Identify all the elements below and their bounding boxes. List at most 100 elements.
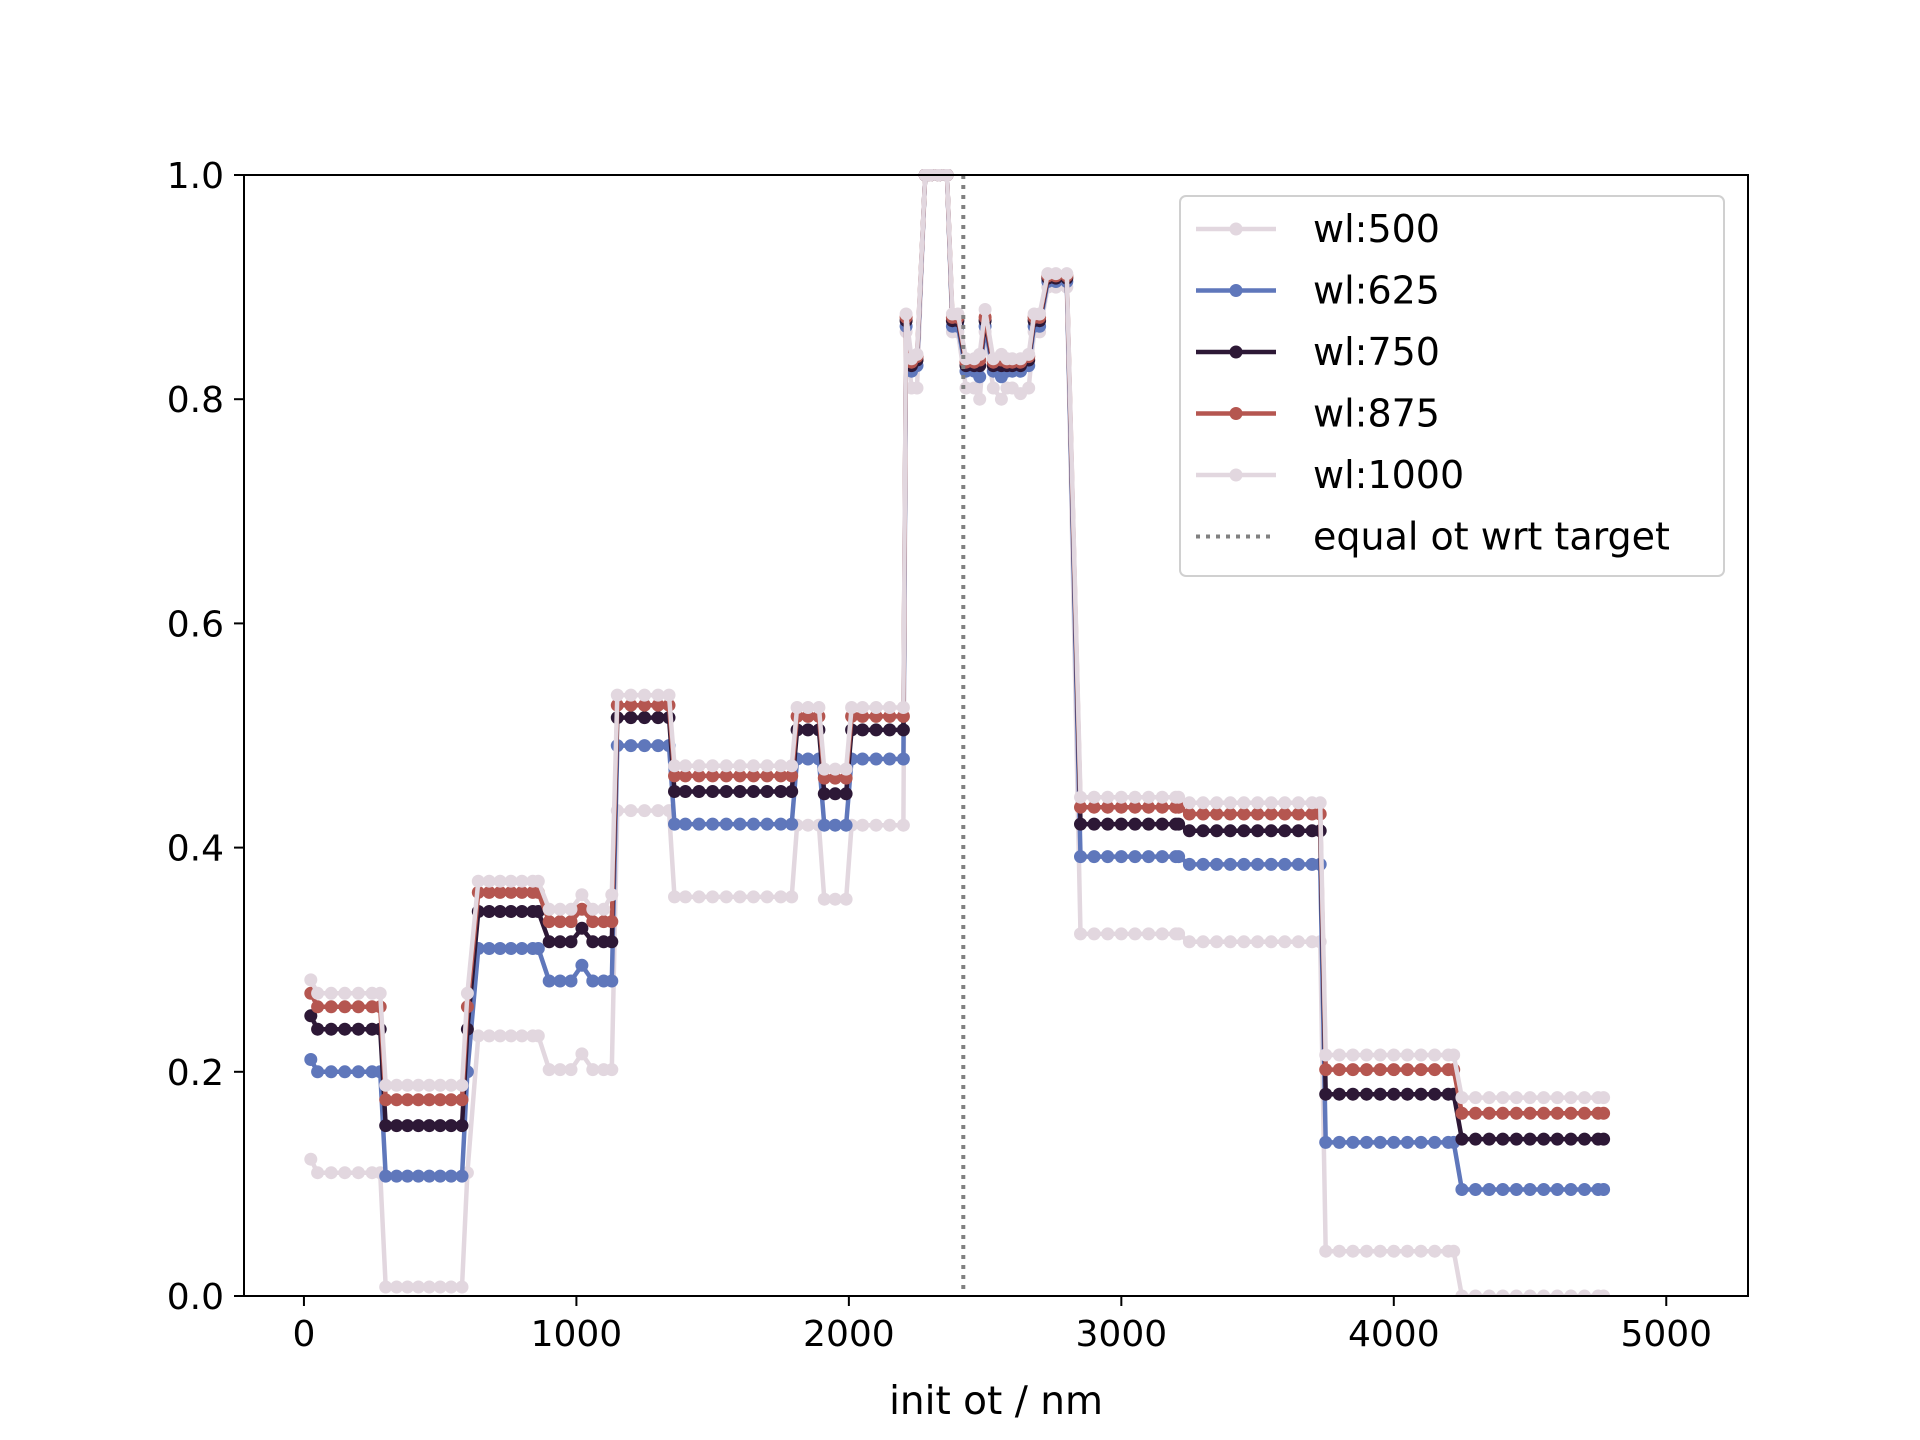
data-point [1251,935,1265,949]
data-point [1414,1087,1428,1101]
data-point [896,818,910,832]
data-point [1447,1244,1461,1258]
data-point [1101,790,1115,804]
data-point [324,986,338,1000]
data-point [1264,857,1278,871]
data-point [422,1078,436,1092]
data-point [504,885,518,899]
data-point [828,762,842,776]
data-point [1196,807,1210,821]
data-point [515,874,529,888]
data-point [324,1166,338,1180]
data-point [422,1093,436,1107]
data-point [1022,347,1036,361]
data-point [1455,1183,1469,1196]
data-point [433,1119,447,1133]
data-point [1114,800,1128,814]
data-point [1101,817,1115,831]
data-point [1319,1135,1333,1149]
data-point [869,818,883,832]
data-point [460,986,474,1000]
data-point [401,1280,414,1294]
data-point [973,347,987,361]
data-point [1128,817,1142,831]
data-point [747,890,760,904]
data-point [1387,1135,1401,1149]
data-point [1196,796,1210,810]
data-point [1319,1063,1333,1077]
data-point [1278,807,1292,821]
data-point [338,1000,352,1014]
data-point [531,1029,545,1043]
data-point [706,817,720,831]
data-point [1182,857,1196,871]
data-point [1172,817,1186,831]
data-point [455,1169,469,1183]
data-point [651,688,665,702]
data-point [1155,850,1169,864]
data-point [624,711,638,725]
data-point [668,785,681,798]
data-point [433,1093,447,1107]
data-point [839,771,853,785]
data-point [1196,824,1210,838]
data-point [542,915,556,929]
data-point [1469,1289,1482,1296]
data-point [1550,1132,1564,1146]
data-point [401,1169,414,1183]
data-point [1223,796,1237,810]
data-point [1400,1087,1414,1101]
data-point [1332,1135,1346,1149]
data-point [401,1119,414,1133]
data-point [455,1093,469,1107]
data-point [471,1029,485,1043]
data-point [1537,1106,1551,1120]
data-point [1469,1106,1482,1120]
data-point [1114,817,1128,831]
data-point [390,1119,404,1133]
data-point [1196,857,1210,871]
data-point [390,1093,404,1107]
data-point [338,1065,352,1079]
data-point [493,885,507,899]
data-point [856,723,869,737]
data-point [1537,1132,1551,1146]
data-point [1114,790,1128,804]
data-point [1291,796,1305,810]
data-point [1482,1106,1496,1120]
data-point [1578,1289,1591,1296]
series-layer [304,169,1611,1296]
data-point [379,1169,393,1183]
data-point [668,817,681,831]
data-point [692,769,706,783]
data-point [411,1280,425,1294]
data-point [1523,1106,1537,1120]
data-point [1360,1048,1374,1062]
data-point [1114,850,1128,864]
y-tick-label: 0.6 [167,604,224,645]
data-point [1142,927,1156,941]
data-point [845,701,859,714]
data-point [678,817,692,831]
data-point [338,1022,352,1036]
y-axis: 0.0 0.2 0.4 0.6 0.8 1.0 [167,156,244,1318]
data-point [411,1169,425,1183]
data-point [411,1093,425,1107]
data-point [1101,800,1115,814]
data-point [1114,927,1128,941]
data-point [1509,1183,1523,1196]
data-point [1060,267,1074,281]
data-point [444,1280,458,1294]
data-point [678,759,692,773]
data-point [1578,1091,1591,1105]
data-point [1223,857,1237,871]
data-point [324,1000,338,1014]
data-point [553,902,567,916]
plot-frame [243,174,1749,1297]
data-point [605,888,619,902]
data-point [1509,1106,1523,1120]
data-point [1278,857,1292,871]
data-point [1172,927,1186,941]
data-point [1346,1048,1360,1062]
data-point [351,1065,365,1079]
